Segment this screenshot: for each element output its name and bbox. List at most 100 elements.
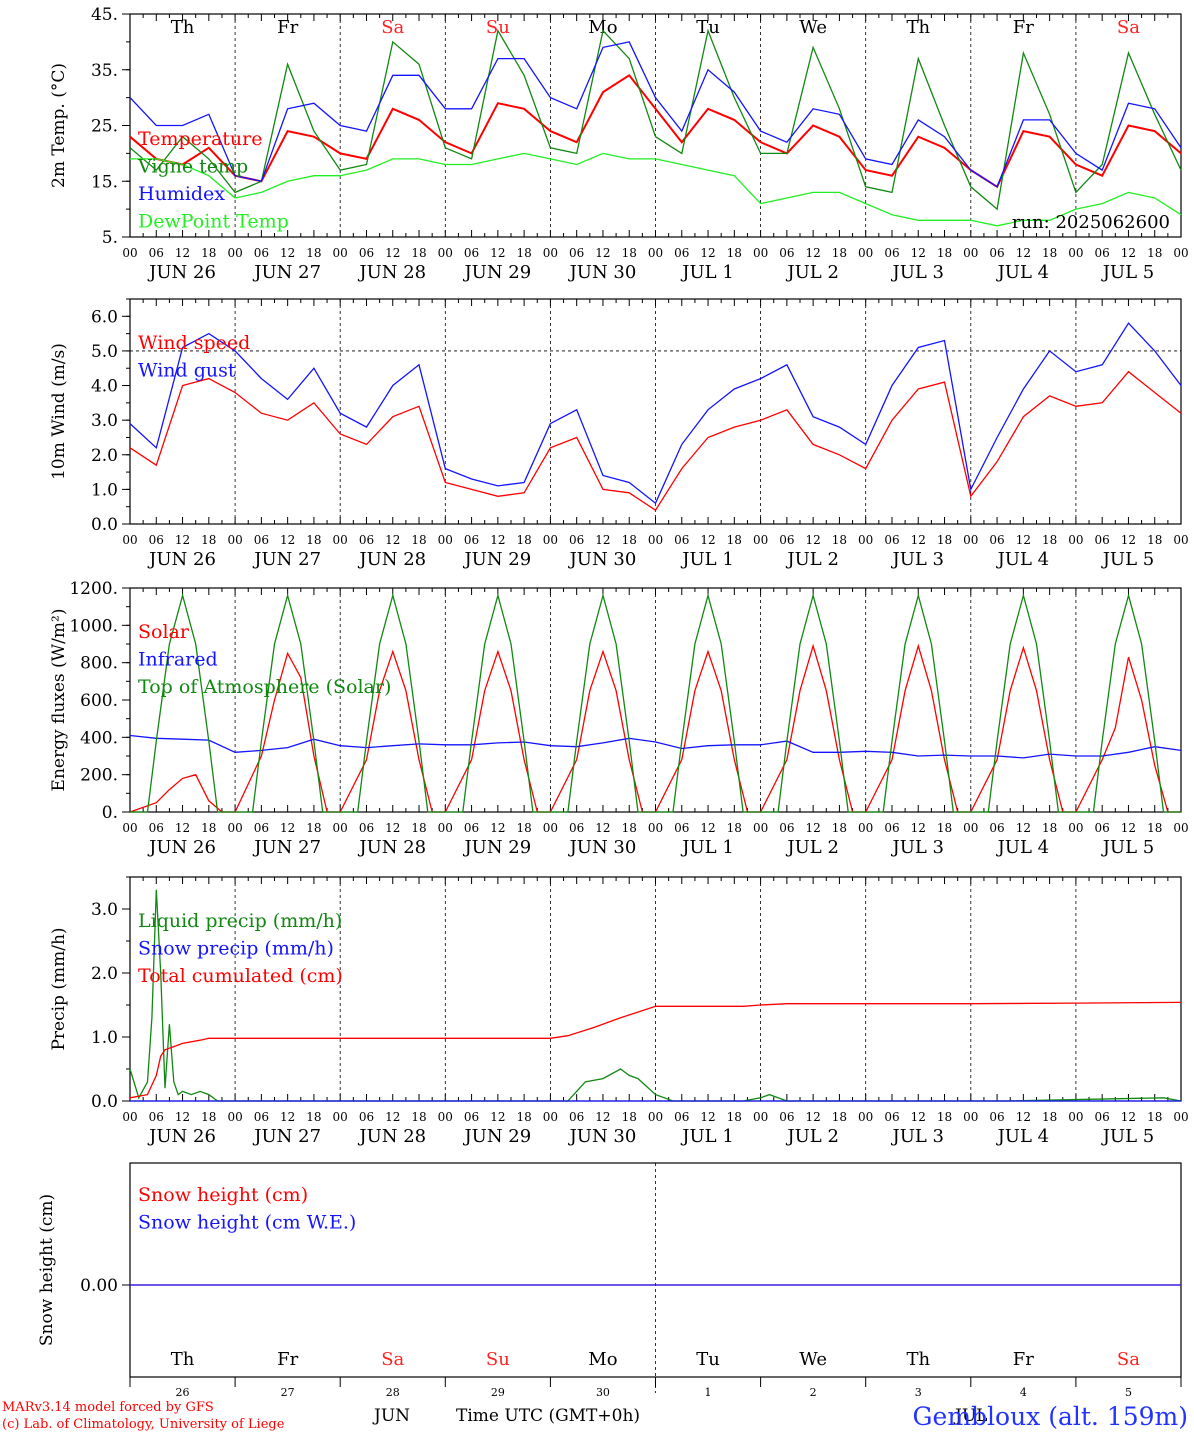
hour-tick-label: 00 — [858, 821, 873, 835]
hour-tick-label: 06 — [254, 533, 269, 547]
hour-tick-label: 12 — [280, 246, 295, 260]
hour-tick-label: 18 — [727, 533, 742, 547]
hour-tick-label: 12 — [1016, 821, 1031, 835]
hour-tick-label: 18 — [937, 821, 952, 835]
day-label: JUN 28 — [357, 262, 426, 283]
hour-tick-label: 18 — [832, 246, 847, 260]
weekday-label: Fr — [1013, 1349, 1034, 1370]
y-axis-label: Snow height (cm) — [37, 1194, 57, 1346]
hour-tick-label: 06 — [989, 1110, 1004, 1124]
hour-tick-label: 06 — [359, 246, 374, 260]
legend-entry: Liquid precip (mm/h) — [138, 910, 342, 932]
hour-tick-label: 18 — [1042, 821, 1057, 835]
day-number-label: 26 — [176, 1386, 190, 1399]
y-tick-label: 35. — [91, 61, 118, 81]
hour-tick-label: 00 — [648, 821, 663, 835]
hour-tick-label: 12 — [175, 246, 190, 260]
y-tick-label: 600. — [80, 691, 118, 711]
hour-tick-label: 18 — [411, 821, 426, 835]
hour-tick-label: 12 — [280, 821, 295, 835]
hour-tick-label: 12 — [1121, 821, 1136, 835]
plot-frame — [129, 587, 1182, 813]
day-label: JUN 30 — [568, 1126, 637, 1147]
hour-tick-label: 00 — [1173, 821, 1188, 835]
hour-tick-label: 18 — [832, 821, 847, 835]
hour-tick-label: 06 — [989, 821, 1004, 835]
legend-entry: DewPoint Temp — [138, 211, 289, 233]
hour-tick-label: 00 — [122, 533, 137, 547]
weekday-label: Sa — [381, 17, 404, 38]
hour-tick-label: 18 — [622, 533, 637, 547]
day-label: JUL 1 — [680, 837, 734, 858]
run-label: run: 2025062600 — [1012, 212, 1170, 233]
weekday-label: Mo — [588, 17, 617, 38]
legend-entry: Humidex — [138, 183, 225, 205]
hour-tick-label: 18 — [727, 246, 742, 260]
chart-panel-2: 00 06 12 18 00 06 12 18 00 06 12 18 00 06 12 18 00 06 12 18… — [49, 298, 1189, 570]
hour-tick-label: 18 — [516, 821, 531, 835]
hour-tick-label: 12 — [175, 1110, 190, 1124]
y-tick-label: 1.0 — [91, 480, 118, 500]
series-line-top-of-atmosphere-solar — [130, 593, 1181, 813]
hour-tick-label: 18 — [622, 821, 637, 835]
chart-panel-5: 26 27 28 29 30 1 2 3 4 5 Th Fr Sa Su Mo Tu We Th Fr Sa 0.00 S… — [37, 1162, 1182, 1399]
hour-tick-label: 00 — [1068, 1110, 1083, 1124]
hour-tick-label: 12 — [806, 1110, 821, 1124]
hour-tick-label: 06 — [674, 246, 689, 260]
day-label: JUL 1 — [680, 262, 734, 283]
station-name: Gembloux (alt. 159m) — [912, 1402, 1188, 1431]
hour-tick-label: 06 — [989, 246, 1004, 260]
y-tick-label: 0.0 — [91, 1092, 118, 1112]
day-label: JUN 27 — [252, 837, 321, 858]
hour-tick-label: 18 — [622, 246, 637, 260]
hour-tick-label: 06 — [149, 821, 164, 835]
weekday-label: Fr — [1013, 17, 1034, 38]
y-tick-label: 0.0 — [91, 515, 118, 535]
hour-tick-label: 18 — [516, 1110, 531, 1124]
day-label: JUN 26 — [147, 262, 216, 283]
day-label: JUL 3 — [890, 549, 944, 570]
hour-tick-label: 00 — [333, 533, 348, 547]
hour-tick-label: 12 — [490, 533, 505, 547]
hour-tick-label: 00 — [963, 246, 978, 260]
legend-entry: Wind gust — [138, 360, 236, 382]
hour-tick-label: 12 — [700, 1110, 715, 1124]
hour-tick-label: 00 — [858, 533, 873, 547]
hour-tick-label: 18 — [937, 246, 952, 260]
y-tick-label: 400. — [80, 728, 118, 748]
hour-tick-label: 00 — [963, 533, 978, 547]
y-tick-label: 0.00 — [80, 1276, 118, 1296]
legend-entry: Temperature — [138, 128, 262, 150]
hour-tick-label: 12 — [806, 533, 821, 547]
day-label: JUN 26 — [147, 549, 216, 570]
hour-tick-label: 00 — [648, 1110, 663, 1124]
hour-tick-label: 06 — [1095, 246, 1110, 260]
hour-tick-label: 18 — [411, 246, 426, 260]
hour-tick-label: 06 — [464, 246, 479, 260]
day-label: JUL 1 — [680, 549, 734, 570]
y-tick-label: 3.0 — [91, 900, 118, 920]
hour-tick-label: 00 — [227, 533, 242, 547]
hour-tick-label: 12 — [175, 533, 190, 547]
chart-panel-4: 00 06 12 18 00 06 12 18 00 06 12 18 00 06 12 18 00 06 12 18… — [49, 876, 1189, 1147]
hour-tick-label: 00 — [753, 533, 768, 547]
hour-tick-label: 06 — [359, 821, 374, 835]
hour-tick-label: 12 — [490, 1110, 505, 1124]
hour-tick-label: 00 — [753, 821, 768, 835]
hour-tick-label: 12 — [700, 821, 715, 835]
day-number-label: 4 — [1020, 1386, 1027, 1399]
series-line-wind-speed — [129, 370, 1182, 512]
hour-tick-label: 18 — [622, 1110, 637, 1124]
day-label: JUL 2 — [785, 262, 839, 283]
day-label: JUN 29 — [462, 1126, 531, 1147]
weekday-label: Th — [171, 1349, 195, 1370]
hour-tick-label: 06 — [149, 533, 164, 547]
hour-tick-label: 00 — [438, 1110, 453, 1124]
chart-panel-3: 00 06 12 18 00 06 12 18 00 06 12 18 00 06 12 18 00 06 12 18… — [49, 579, 1189, 858]
hour-tick-label: 12 — [806, 821, 821, 835]
credits-line-1: MARv3.14 model forced by GFS — [2, 1400, 214, 1415]
hour-tick-label: 00 — [963, 821, 978, 835]
x-axis-title: Time UTC (GMT+0h) — [456, 1406, 641, 1426]
hour-tick-label: 12 — [595, 821, 610, 835]
